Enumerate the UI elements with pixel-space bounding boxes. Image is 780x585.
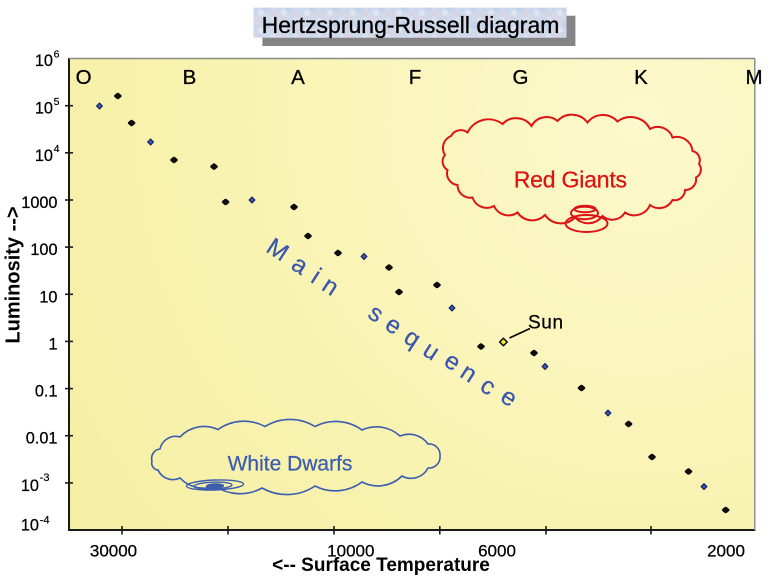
svg-text:Luminosity -->: Luminosity --> [3,206,25,343]
svg-text:Sun: Sun [528,312,564,333]
svg-text:M: M [745,66,762,89]
svg-text:6000: 6000 [478,542,516,561]
svg-text:10: 10 [39,288,57,306]
svg-text:1000: 1000 [21,194,57,212]
svg-text:O: O [76,66,92,89]
svg-text:100: 100 [30,241,57,259]
svg-text:B: B [183,66,197,89]
svg-text:K: K [634,66,648,89]
svg-text:6: 6 [54,49,60,61]
svg-text:10: 10 [21,517,39,535]
svg-text:-3: -3 [40,472,50,484]
svg-text:5: 5 [54,96,60,108]
svg-text:10: 10 [35,147,53,165]
svg-text:10: 10 [35,52,53,70]
svg-text:White Dwarfs: White Dwarfs [228,452,353,475]
svg-text:<-- Surface Temperature: <-- Surface Temperature [272,555,490,576]
svg-text:1: 1 [48,335,57,353]
svg-text:A: A [291,66,305,89]
svg-text:G: G [513,66,529,89]
svg-text:Hertzsprung-Russell diagram: Hertzsprung-Russell diagram [262,12,560,38]
svg-text:30000: 30000 [90,542,137,561]
svg-text:10: 10 [21,477,39,495]
svg-text:10000: 10000 [327,542,374,561]
svg-text:2000: 2000 [707,542,745,561]
svg-text:Red Giants: Red Giants [514,167,627,193]
svg-text:0.01: 0.01 [26,430,58,448]
svg-text:4: 4 [54,143,60,155]
svg-text:-4: -4 [40,514,50,526]
svg-text:10: 10 [35,100,53,118]
svg-text:F: F [409,66,422,89]
svg-text:0.1: 0.1 [35,383,58,401]
